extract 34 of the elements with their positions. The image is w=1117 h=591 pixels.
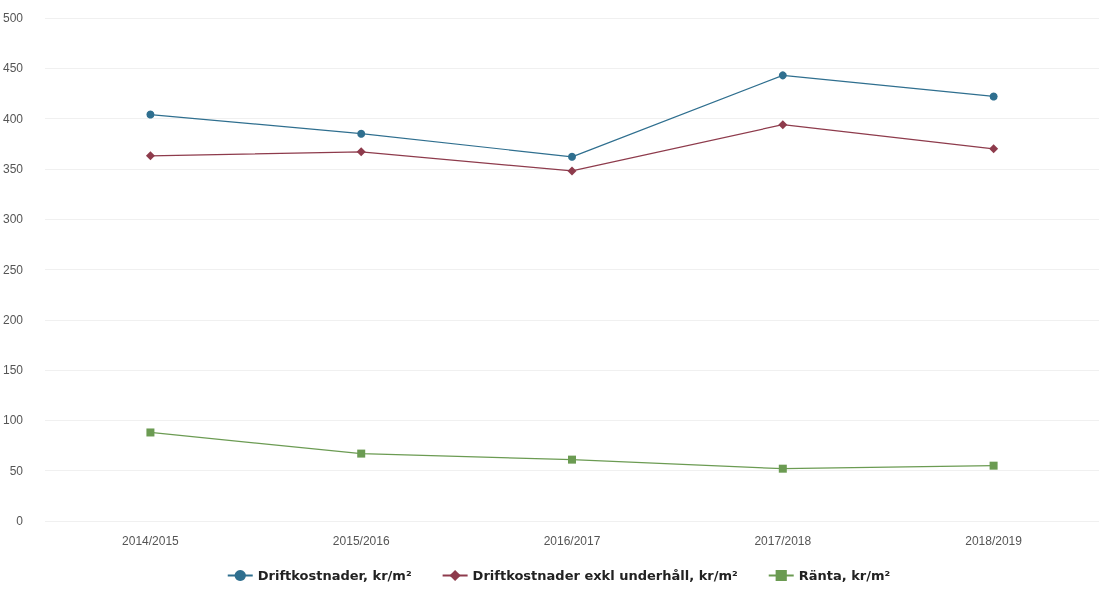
y-tick-label: 100 bbox=[2, 413, 24, 428]
point bbox=[145, 151, 155, 161]
legend-label: Driftkostnader exkl underhåll, kr/m² bbox=[472, 568, 738, 583]
point bbox=[989, 461, 998, 470]
point bbox=[989, 144, 999, 154]
point bbox=[567, 166, 577, 176]
y-tick-label: 150 bbox=[2, 363, 24, 378]
point bbox=[146, 428, 155, 437]
y-tick-label: 50 bbox=[9, 463, 24, 478]
point bbox=[357, 129, 366, 138]
point bbox=[357, 449, 366, 458]
x-tick-label: 2016/2017 bbox=[543, 534, 601, 548]
point bbox=[778, 71, 787, 80]
x-tick-label: 2017/2018 bbox=[754, 534, 812, 548]
y-tick-label: 0 bbox=[16, 514, 24, 528]
y-tick-label: 450 bbox=[2, 61, 24, 76]
point bbox=[989, 92, 998, 101]
y-tick-label: 200 bbox=[2, 312, 24, 327]
point bbox=[568, 455, 577, 464]
point bbox=[778, 120, 788, 130]
point bbox=[146, 110, 155, 119]
point bbox=[568, 152, 577, 161]
legend-label: Ränta, kr/m² bbox=[798, 568, 891, 583]
y-tick-label: 500 bbox=[2, 11, 24, 25]
y-tick-label: 300 bbox=[2, 212, 24, 227]
x-tick-label: 2014/2015 bbox=[122, 534, 180, 548]
point bbox=[778, 464, 787, 473]
y-tick-label: 400 bbox=[2, 111, 24, 126]
x-tick-label: 2015/2016 bbox=[332, 534, 390, 548]
x-tick-label: 2018/2019 bbox=[965, 534, 1023, 548]
y-tick-label: 250 bbox=[2, 262, 24, 277]
y-tick-label: 350 bbox=[2, 161, 24, 176]
point bbox=[356, 147, 366, 157]
legend-label: Driftkostnader, kr/m² bbox=[257, 568, 412, 583]
